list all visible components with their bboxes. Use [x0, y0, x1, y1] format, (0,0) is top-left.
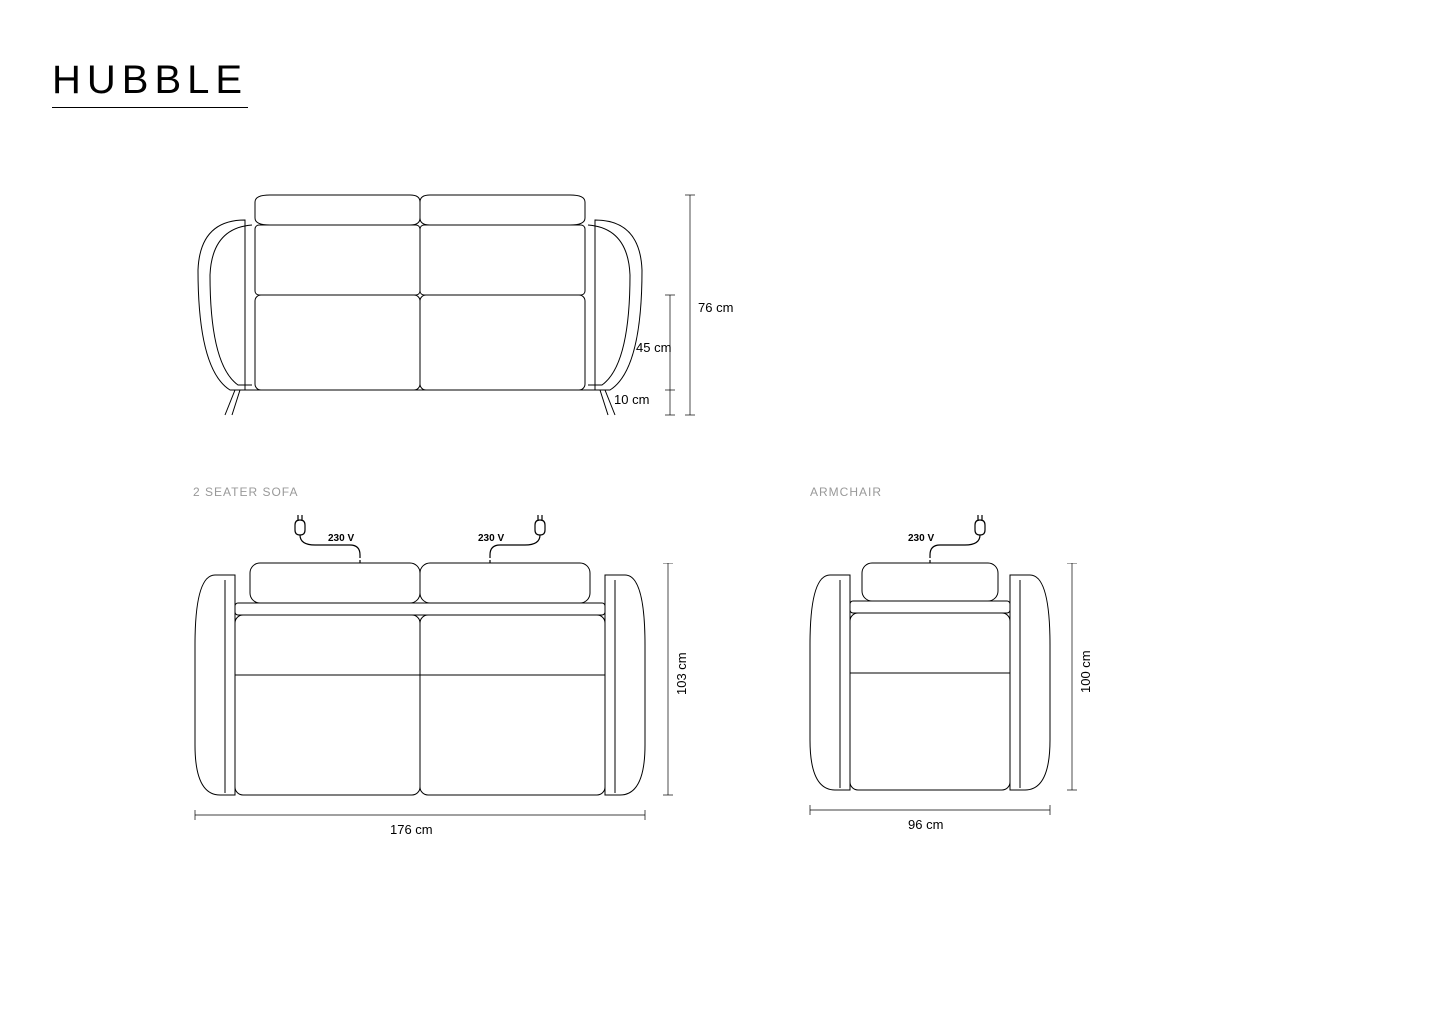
sofa-volt-1: 230 V: [328, 533, 354, 544]
sofa-label: 2 SEATER SOFA: [193, 485, 298, 499]
sofa-width: 176 cm: [390, 822, 433, 837]
dim-seat-height: 45 cm: [636, 340, 671, 355]
armchair-width: 96 cm: [908, 817, 943, 832]
sofa-front-view: [190, 190, 650, 420]
armchair-label: ARMCHAIR: [810, 485, 882, 499]
armchair-volt: 230 V: [908, 533, 934, 544]
sofa-volt-2: 230 V: [478, 533, 504, 544]
armchair-depth: 100 cm: [1078, 650, 1093, 693]
sofa-top-view: [190, 515, 650, 855]
dim-leg-height: 10 cm: [614, 392, 649, 407]
armchair-top-view: [800, 515, 1100, 855]
page-title: HUBBLE: [52, 58, 248, 108]
dim-total-height: 76 cm: [698, 300, 733, 315]
sofa-depth: 103 cm: [674, 652, 689, 695]
